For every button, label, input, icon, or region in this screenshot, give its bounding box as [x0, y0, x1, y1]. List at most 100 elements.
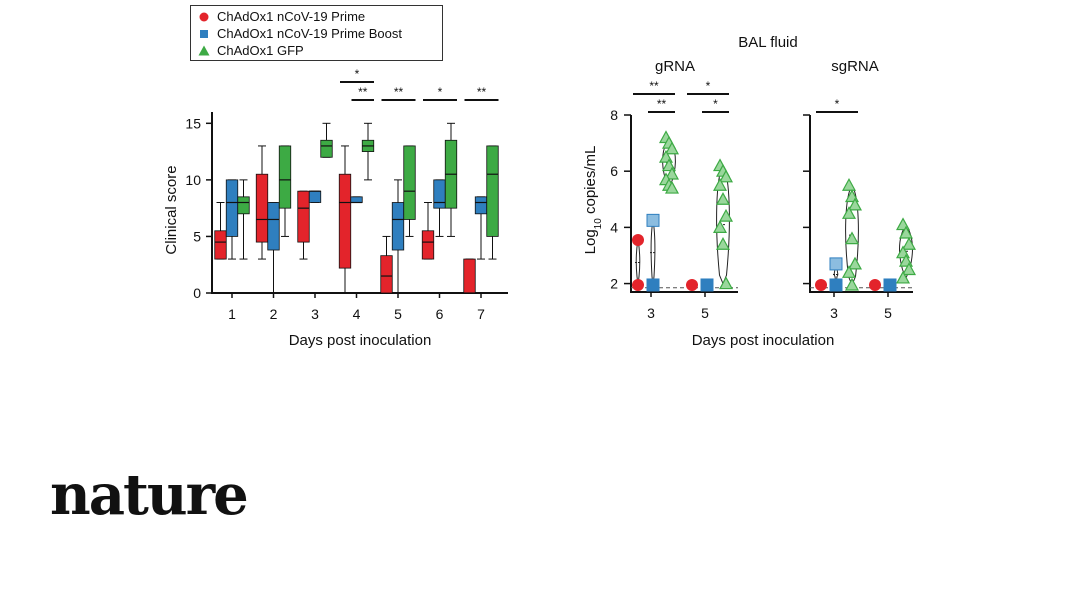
y-tick-label: 8 [610, 107, 618, 123]
significance-label: ** [358, 85, 368, 99]
data-point-gfp [718, 208, 734, 222]
legend-label-gfp: ChAdOx1 GFP [217, 43, 304, 58]
box-prime [255, 173, 269, 243]
x-tick-label: 2 [270, 306, 278, 322]
legend-item-gfp: ChAdOx1 GFP [197, 42, 442, 59]
y-axis-label: Log10 copies/mL [582, 146, 604, 255]
data-point-gfp [841, 206, 857, 219]
significance-label: * [438, 85, 443, 99]
data-point-gfp [847, 256, 863, 270]
x-tick-label: 5 [394, 306, 402, 322]
x-tick-label: 3 [830, 305, 838, 321]
box-gfp [486, 145, 499, 237]
data-point-gfp [895, 217, 911, 231]
data-point-gfp [715, 236, 731, 250]
x-tick-label: 1 [228, 306, 236, 322]
data-point-gfp [898, 225, 914, 239]
significance-label: * [835, 97, 840, 111]
box-prime_boost [474, 196, 488, 215]
data-point-gfp [664, 166, 680, 180]
box-gfp [403, 145, 416, 220]
data-point-gfp [718, 169, 734, 183]
data-point-gfp [844, 231, 860, 245]
data-point-prime-boost [646, 278, 660, 292]
bal-fluid-title: BAL fluid [738, 34, 797, 51]
legend-item-prime-boost: ChAdOx1 nCoV-19 Prime Boost [197, 25, 442, 42]
box-prime [463, 258, 476, 294]
data-point-gfp [901, 236, 917, 250]
legend-marker-circle [197, 10, 211, 24]
data-point-prime [632, 278, 644, 291]
data-point-gfp [901, 262, 917, 276]
box-prime_boost [308, 190, 322, 203]
box-prime [421, 230, 435, 260]
y-axis-label: Clinical score [163, 165, 180, 254]
data-point-gfp [847, 197, 863, 211]
box-prime_boost [391, 202, 405, 251]
data-point-prime [869, 278, 881, 291]
data-point-gfp [844, 277, 860, 291]
y-tick-label: 0 [193, 285, 201, 301]
y-tick-label: 6 [610, 163, 618, 179]
significance-label: * [706, 79, 711, 93]
y-tick-label: 2 [610, 276, 618, 292]
data-point-gfp [895, 270, 911, 284]
clinical-score-chart: 0 5 10 15 1 2 3 4 5 6 7 Days post inoculation Clinic… [163, 67, 508, 349]
legend-marker-square [197, 27, 211, 41]
box-prime [380, 255, 393, 294]
box-prime [214, 230, 227, 260]
data-point-prime-boost [700, 278, 714, 292]
x-tick-label: 4 [353, 306, 361, 322]
data-point-gfp [841, 177, 857, 191]
x-tick-label: 6 [436, 306, 444, 322]
data-point-prime-boost [646, 213, 660, 227]
data-point-prime [686, 278, 698, 291]
x-tick-label: 5 [701, 305, 709, 321]
box-gfp [278, 145, 292, 209]
box-gfp [237, 196, 250, 215]
data-point-gfp [664, 180, 680, 194]
y-tick-label: 5 [193, 228, 201, 244]
significance-label: ** [394, 85, 404, 99]
box-prime_boost [350, 196, 363, 203]
box-gfp [320, 139, 333, 158]
legend-item-prime: ChAdOx1 nCoV-19 Prime [197, 8, 442, 25]
x-tick-label: 5 [884, 305, 892, 321]
significance-label: * [355, 67, 360, 81]
box-prime_boost [267, 202, 280, 251]
data-point-gfp [715, 192, 731, 205]
significance-label: ** [649, 79, 659, 93]
significance-label: ** [477, 85, 487, 99]
data-point-gfp [718, 276, 734, 290]
legend-marker-triangle [197, 44, 211, 58]
data-point-gfp [712, 220, 728, 233]
data-point-gfp [712, 177, 728, 191]
chart-legend: ChAdOx1 nCoV-19 Prime ChAdOx1 nCoV-19 Pr… [190, 5, 443, 61]
box-prime_boost [225, 179, 239, 237]
legend-label-prime-boost: ChAdOx1 nCoV-19 Prime Boost [217, 26, 402, 41]
y-tick-label: 15 [185, 115, 201, 131]
x-axis-label: Days post inoculation [289, 332, 432, 349]
x-tick-label: 7 [477, 306, 485, 322]
nature-logo: nature [50, 462, 249, 528]
legend-label-prime: ChAdOx1 nCoV-19 Prime [217, 9, 366, 24]
box-prime_boost [433, 179, 446, 209]
data-point-prime-boost [829, 278, 843, 292]
box-prime [338, 173, 352, 269]
panel-title: sgRNA [831, 58, 879, 75]
y-tick-label: 4 [610, 219, 618, 235]
data-point-gfp [841, 265, 857, 278]
data-point-prime-boost [883, 278, 897, 292]
x-axis-label: Days post inoculation [692, 332, 835, 349]
sgrna-chart: sgRNA 3 5 * [803, 58, 917, 321]
data-point-gfp [664, 141, 680, 155]
x-tick-label: 3 [647, 305, 655, 321]
data-point-prime-boost [829, 257, 843, 271]
box-prime [297, 190, 310, 243]
data-point-prime [632, 234, 644, 247]
panel-title: gRNA [655, 58, 695, 75]
significance-label: * [713, 97, 718, 111]
significance-label: ** [657, 97, 667, 111]
